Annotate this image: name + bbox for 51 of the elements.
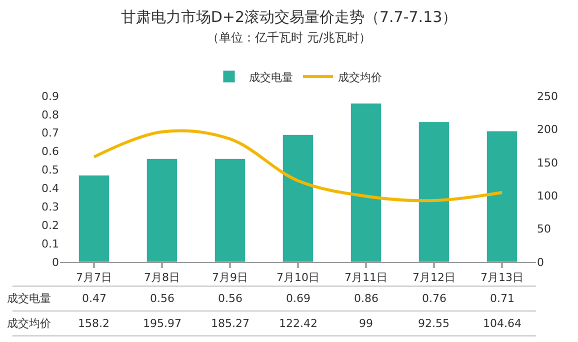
y-tick-label: 0	[52, 256, 59, 269]
y-tick-label: 0.8	[42, 108, 59, 122]
x-tick-label: 7月11日	[344, 271, 388, 284]
legend-label: 成交均价	[338, 70, 382, 84]
bar	[214, 158, 246, 262]
chart-title: 甘肃电力市场D+2滚动交易量价走势（7.7-7.13）	[120, 8, 458, 26]
y-tick-label: 0.2	[42, 218, 59, 232]
data-label: 0.69	[286, 292, 310, 305]
data-label: 0.47	[82, 292, 106, 305]
bar	[418, 122, 450, 262]
data-label: 0.56	[218, 292, 242, 305]
data-label: 0.76	[422, 292, 446, 305]
y2-tick-label: 200	[537, 123, 558, 136]
y2-tick-label: 50	[537, 222, 551, 236]
data-label: 92.55	[418, 317, 450, 330]
text: 成交电量	[7, 292, 51, 305]
data-label: 99	[359, 317, 373, 330]
y-tick-label: 0.9	[42, 90, 59, 103]
data-label: 0.71	[490, 292, 514, 305]
bar	[282, 134, 314, 262]
y-tick-label: 0.7	[42, 126, 59, 140]
line-series	[92, 129, 504, 202]
chart-subtitle: （单位：亿千瓦时 元/兆瓦时）	[207, 30, 371, 45]
bar	[350, 103, 382, 262]
y2-tick-label: 150	[537, 156, 558, 170]
data-label: 185.27	[211, 317, 250, 330]
y-tick-label: 0.1	[42, 237, 59, 250]
data-label: 0.86	[354, 292, 378, 305]
y-tick-label: 0.5	[42, 164, 59, 177]
y-tick-label: 0.4	[42, 182, 59, 196]
data-label: 122.42	[279, 317, 318, 330]
y2-tick-label: 0	[537, 256, 544, 269]
data-label: 158.2	[78, 317, 110, 330]
data-label: 0.56	[150, 292, 174, 305]
x-tick-label: 7月7日	[76, 271, 112, 284]
bar	[78, 175, 110, 262]
y2-tick-label: 250	[537, 90, 558, 103]
legend-label: 成交电量	[249, 70, 293, 84]
text: 成交均价	[7, 317, 51, 330]
data-label: 195.97	[143, 317, 182, 330]
y2-tick-label: 100	[537, 189, 558, 202]
x-tick-label: 7月10日	[276, 271, 320, 284]
data-label: 104.64	[483, 317, 522, 330]
x-tick-label: 7月12日	[412, 271, 456, 284]
y-tick-label: 0.3	[42, 200, 59, 214]
bar	[486, 130, 518, 262]
x-tick-label: 7月13日	[480, 271, 524, 284]
bar	[146, 158, 178, 262]
x-tick-label: 7月8日	[144, 271, 180, 284]
y-tick-label: 0.6	[42, 145, 59, 158]
x-tick-label: 7月9日	[212, 271, 248, 284]
